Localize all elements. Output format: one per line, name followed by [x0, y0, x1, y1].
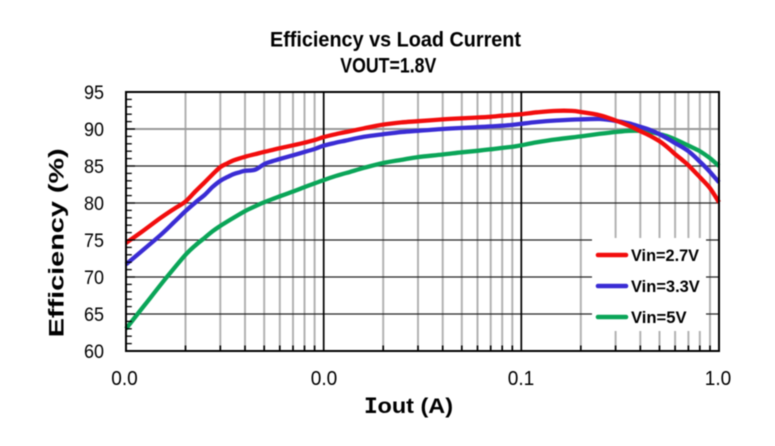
- svg-text:Vin=3.3V: Vin=3.3V: [631, 277, 700, 296]
- svg-text:80: 80: [84, 193, 104, 215]
- svg-text:I: I: [364, 394, 378, 420]
- svg-text:0.0: 0.0: [111, 368, 138, 390]
- svg-text:Efficiency vs Load Current: Efficiency vs Load Current: [270, 28, 521, 51]
- svg-text:65: 65: [84, 304, 104, 326]
- svg-text:70: 70: [84, 267, 104, 289]
- svg-text:90: 90: [84, 119, 104, 141]
- svg-text:Vin=2.7V: Vin=2.7V: [631, 246, 700, 265]
- svg-text:85: 85: [84, 156, 104, 178]
- svg-text:out (A): out (A): [378, 395, 454, 418]
- svg-text:0.0: 0.0: [311, 368, 338, 390]
- svg-text:Vin=5V: Vin=5V: [631, 308, 687, 327]
- svg-text:60: 60: [84, 341, 104, 363]
- svg-text:0.1: 0.1: [508, 368, 535, 390]
- svg-text:VOUT=1.8V: VOUT=1.8V: [340, 54, 436, 77]
- svg-text:95: 95: [84, 82, 104, 104]
- svg-text:Efficiency (%): Efficiency (%): [46, 148, 69, 337]
- svg-text:75: 75: [84, 230, 104, 252]
- svg-text:1.0: 1.0: [705, 368, 732, 390]
